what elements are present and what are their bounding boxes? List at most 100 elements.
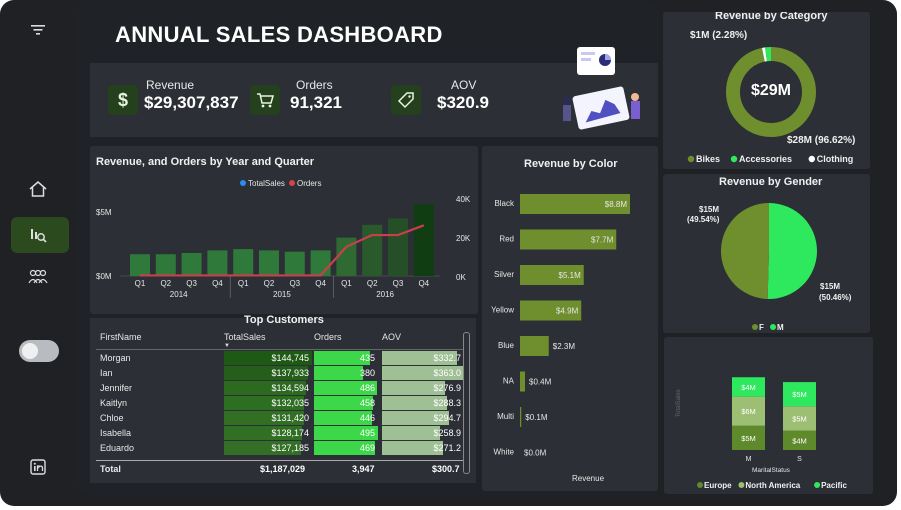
people-icon[interactable]	[22, 261, 54, 293]
sales-bar[interactable]	[259, 250, 279, 276]
color-bar[interactable]	[520, 300, 582, 321]
sales-bar[interactable]	[155, 254, 176, 276]
data-bar	[382, 381, 445, 395]
col-header-firstname[interactable]: FirstName	[100, 332, 142, 342]
marital-segment[interactable]	[732, 377, 765, 397]
color-category-label: Black	[494, 199, 515, 208]
sales-bar[interactable]	[207, 250, 228, 276]
legend-label: Accessories	[739, 154, 792, 164]
data-bar	[382, 351, 458, 365]
legend-label: North America	[745, 481, 800, 490]
color-value-label: $8.8M	[605, 200, 628, 209]
color-xlabel: Revenue	[572, 474, 605, 483]
category-label-big: $28M (96.62%)	[787, 135, 855, 146]
home-icon[interactable]	[22, 173, 54, 205]
sales-bar[interactable]	[233, 249, 254, 276]
quarter-tick-label: Q1	[341, 279, 352, 288]
cell-firstname: Chloe	[100, 413, 124, 423]
theme-toggle[interactable]	[19, 340, 59, 362]
cell-totalsales: $131,420	[224, 411, 312, 425]
nav-active-highlight	[11, 217, 69, 253]
cell-value: 486	[359, 383, 375, 393]
table-row[interactable]: Chloe $131,420 446 $294.7	[90, 411, 470, 426]
sales-bar[interactable]	[388, 218, 408, 276]
table-row[interactable]: Jennifer $134,594 486 $276.9	[90, 381, 470, 396]
color-panel: Revenue by Color Revenue Black $8.8M Red $7…	[482, 146, 658, 491]
sales-bar[interactable]	[310, 250, 331, 276]
quarter-tick-label: Q3	[289, 279, 300, 288]
table-row[interactable]: Isabella $128,174 495 $258.9	[90, 426, 470, 441]
cell-value: $258.9	[433, 428, 461, 438]
data-bar	[224, 441, 302, 455]
color-bar[interactable]	[520, 229, 617, 250]
marital-segment[interactable]	[783, 406, 816, 431]
cell-value: $294.7	[433, 413, 461, 423]
col-header-orders[interactable]: Orders	[314, 332, 342, 342]
color-bar[interactable]	[520, 194, 630, 214]
marital-segment-label: $4M	[741, 383, 756, 392]
rev-orders-panel: Revenue, and Orders by Year and Quarter …	[90, 146, 478, 314]
data-bar	[314, 366, 364, 380]
gender-slice[interactable]	[721, 203, 769, 299]
gender-chart: Revenue by Gender $15M (49.54%) $15M (50…	[687, 176, 852, 332]
legend-dot	[687, 155, 695, 163]
color-value-label: $4.9M	[556, 307, 579, 316]
marital-segment[interactable]	[783, 430, 816, 450]
linkedin-icon[interactable]	[22, 451, 54, 483]
filter-icon[interactable]	[22, 14, 54, 46]
marital-segment-label: $4M	[792, 436, 807, 445]
table-scrollbar[interactable]	[463, 332, 470, 474]
color-bar[interactable]	[520, 407, 522, 427]
analytics-illustration	[563, 47, 640, 130]
sales-bar[interactable]	[130, 254, 150, 276]
table-row[interactable]: Ian $137,933 380 $363.0	[90, 366, 470, 381]
col-header-totalsales[interactable]: TotalSales	[224, 332, 266, 342]
y2-tick-20k: 20K	[456, 234, 471, 243]
marital-segment[interactable]	[732, 425, 765, 450]
table-row[interactable]: Morgan $144,745 435 $332.7	[90, 351, 470, 366]
marital-segment[interactable]	[783, 382, 816, 407]
gender-label-f: $15M	[699, 205, 719, 214]
col-header-aov[interactable]: AOV	[382, 332, 402, 342]
sales-bar[interactable]	[362, 224, 383, 276]
color-bar[interactable]	[520, 371, 525, 392]
sales-bar[interactable]	[284, 251, 305, 276]
color-bar[interactable]	[520, 265, 584, 285]
orders-series-line	[140, 224, 425, 277]
color-value-label: $0.1M	[525, 413, 548, 422]
quarter-tick-label: Q1	[238, 279, 249, 288]
table-row[interactable]: Kaitlyn $132,035 458 $288.3	[90, 396, 470, 411]
category-slice[interactable]	[726, 47, 816, 137]
sales-bar[interactable]	[336, 237, 357, 276]
year-tick-label: 2014	[170, 290, 188, 299]
color-category-label: Multi	[497, 412, 514, 421]
sidebar	[0, 0, 75, 500]
table-row[interactable]: Eduardo $127,185 469 $271.2	[90, 441, 470, 456]
marital-segment[interactable]	[732, 396, 765, 426]
color-category-label: Silver	[494, 270, 514, 279]
sales-bar[interactable]	[181, 252, 202, 276]
category-title: Revenue by Category	[715, 12, 828, 22]
kpi-label: Revenue	[146, 78, 195, 92]
data-bar	[314, 441, 375, 455]
color-value-label: $0.4M	[529, 378, 552, 387]
quarter-tick-label: Q4	[212, 279, 223, 288]
data-bar	[382, 426, 441, 440]
color-category-label: White	[494, 448, 515, 457]
y2-tick-40k: 40K	[456, 195, 471, 204]
color-value-label: $7.7M	[591, 236, 614, 245]
sort-desc-icon[interactable]: ▼	[224, 343, 230, 349]
page-title: ANNUAL SALES DASHBOARD	[115, 22, 443, 47]
cell-orders: 495	[314, 426, 378, 440]
data-bar	[382, 441, 444, 455]
color-bar[interactable]	[520, 336, 549, 356]
color-category-label: NA	[503, 377, 515, 386]
cell-orders: 469	[314, 441, 378, 455]
sales-bar[interactable]	[413, 204, 434, 276]
gender-slice[interactable]	[767, 203, 817, 299]
cell-value: 458	[359, 398, 375, 408]
cell-value: $363.0	[433, 368, 461, 378]
marital-ylabel: TotalSales	[676, 389, 682, 417]
data-bar	[224, 381, 306, 395]
report-icon[interactable]	[22, 219, 54, 251]
